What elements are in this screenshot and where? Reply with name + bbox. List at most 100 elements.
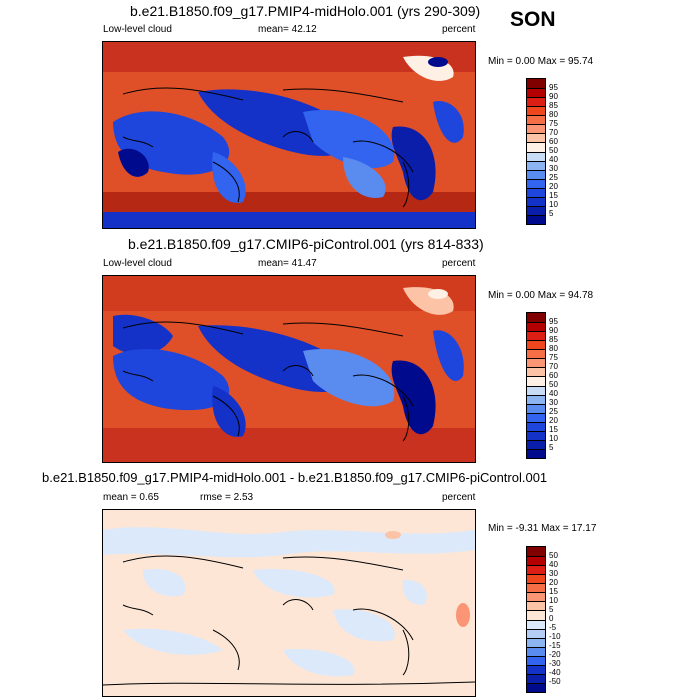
- panel-1-mean-label: mean= 42.12: [258, 24, 317, 35]
- colorbar-cell: [527, 610, 545, 620]
- colorbar-label: 25: [549, 407, 558, 416]
- colorbar-label: 15: [549, 425, 558, 434]
- colorbar-label: 20: [549, 416, 558, 425]
- panel-3-minmax: Min = -9.31 Max = 17.17: [488, 523, 597, 534]
- colorbar-cell: [527, 205, 545, 215]
- colorbar-cell: [527, 331, 545, 341]
- colorbar-label: 5: [549, 443, 554, 452]
- colorbar-cell: [527, 115, 545, 125]
- colorbar-label: 75: [549, 119, 558, 128]
- colorbar-label: 40: [549, 560, 558, 569]
- colorbar-cell: [527, 376, 545, 386]
- colorbar-label: 10: [549, 434, 558, 443]
- panel-1-colorbar: [526, 78, 546, 225]
- panel-3-map: [102, 509, 476, 697]
- colorbar-label: 95: [549, 83, 558, 92]
- panel-2-units: percent: [442, 258, 476, 269]
- colorbar-label: -10: [549, 632, 561, 641]
- panel-2-colorbar: [526, 312, 546, 459]
- colorbar-label: -40: [549, 668, 561, 677]
- colorbar-label: 10: [549, 200, 558, 209]
- colorbar-cell: [527, 682, 545, 692]
- colorbar-cell: [527, 313, 545, 323]
- colorbar-label: 30: [549, 569, 558, 578]
- colorbar-cell: [527, 322, 545, 332]
- colorbar-cell: [527, 349, 545, 359]
- colorbar-cell: [527, 601, 545, 611]
- panel-1-minmax: Min = 0.00 Max = 95.74: [488, 56, 594, 67]
- colorbar-cell: [527, 448, 545, 458]
- panel-1-title: b.e21.B1850.f09_g17.PMIP4-midHolo.001 (y…: [130, 3, 481, 19]
- panel-2-title: b.e21.B1850.f09_g17.CMIP6-piControl.001 …: [128, 236, 484, 252]
- colorbar-cell: [527, 547, 545, 557]
- colorbar-cell: [527, 151, 545, 161]
- colorbar-cell: [527, 133, 545, 143]
- colorbar-label: -30: [549, 659, 561, 668]
- colorbar-label: 50: [549, 380, 558, 389]
- colorbar-label: 0: [549, 614, 554, 623]
- panel-3-rmse-label: rmse = 2.53: [200, 492, 254, 503]
- colorbar-cell: [527, 646, 545, 656]
- colorbar-cell: [527, 412, 545, 422]
- colorbar-label: 70: [549, 128, 558, 137]
- colorbar-cell: [527, 556, 545, 566]
- colorbar-cell: [527, 637, 545, 647]
- colorbar-label: 75: [549, 353, 558, 362]
- colorbar-cell: [527, 385, 545, 395]
- colorbar-cell: [527, 106, 545, 116]
- colorbar-label: 90: [549, 326, 558, 335]
- colorbar-cell: [527, 592, 545, 602]
- colorbar-cell: [527, 403, 545, 413]
- colorbar-cell: [527, 619, 545, 629]
- colorbar-label: 70: [549, 362, 558, 371]
- colorbar-label: 80: [549, 344, 558, 353]
- colorbar-label: 15: [549, 587, 558, 596]
- colorbar-cell: [527, 169, 545, 179]
- colorbar-cell: [527, 196, 545, 206]
- colorbar-label: -15: [549, 641, 561, 650]
- colorbar-cell: [527, 655, 545, 665]
- panel-1-map: [102, 41, 476, 229]
- colorbar-cell: [527, 124, 545, 134]
- colorbar-cell: [527, 430, 545, 440]
- colorbar-cell: [527, 214, 545, 224]
- season-label: SON: [510, 8, 556, 31]
- colorbar-cell: [527, 79, 545, 89]
- colorbar-label: 20: [549, 182, 558, 191]
- colorbar-label: 30: [549, 164, 558, 173]
- colorbar-cell: [527, 340, 545, 350]
- colorbar-label: 20: [549, 578, 558, 587]
- colorbar-cell: [527, 583, 545, 593]
- colorbar-cell: [527, 97, 545, 107]
- colorbar-cell: [527, 565, 545, 575]
- panel-3-mean-label: mean = 0.65: [103, 492, 159, 503]
- colorbar-label: 60: [549, 371, 558, 380]
- colorbar-label: 5: [549, 605, 554, 614]
- colorbar-cell: [527, 367, 545, 377]
- colorbar-cell: [527, 628, 545, 638]
- colorbar-label: 85: [549, 335, 558, 344]
- colorbar-label: 80: [549, 110, 558, 119]
- colorbar-label: 90: [549, 92, 558, 101]
- colorbar-cell: [527, 88, 545, 98]
- colorbar-label: 40: [549, 155, 558, 164]
- colorbar-label: -20: [549, 650, 561, 659]
- colorbar-label: 40: [549, 389, 558, 398]
- colorbar-cell: [527, 574, 545, 584]
- colorbar-label: 50: [549, 551, 558, 560]
- colorbar-label: -50: [549, 677, 561, 686]
- panel-2-minmax: Min = 0.00 Max = 94.78: [488, 290, 594, 301]
- colorbar-label: 50: [549, 146, 558, 155]
- panel-1-left-label: Low-level cloud: [103, 24, 172, 35]
- colorbar-cell: [527, 421, 545, 431]
- colorbar-label: 10: [549, 596, 558, 605]
- panel-2-mean-label: mean= 41.47: [258, 258, 317, 269]
- colorbar-cell: [527, 439, 545, 449]
- colorbar-cell: [527, 178, 545, 188]
- panel-2-map: [102, 275, 476, 463]
- colorbar-cell: [527, 142, 545, 152]
- panel-3-title: b.e21.B1850.f09_g17.PMIP4-midHolo.001 - …: [42, 470, 548, 485]
- colorbar-label: 85: [549, 101, 558, 110]
- colorbar-cell: [527, 160, 545, 170]
- panel-1-units: percent: [442, 24, 476, 35]
